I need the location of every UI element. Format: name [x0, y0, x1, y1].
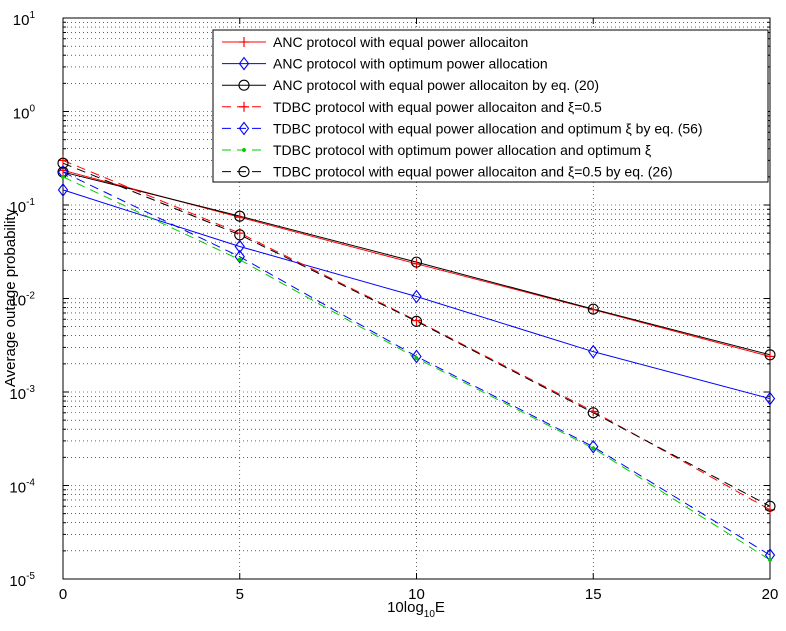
y-tick-base: 10: [13, 12, 30, 29]
y-tick-label: 10-3: [9, 384, 35, 403]
y-tick-exponent: -5: [26, 571, 35, 582]
y-tick-base: 10: [9, 573, 26, 590]
legend-marker-6: [241, 147, 247, 153]
y-tick-label: 10-1: [9, 197, 35, 216]
series-4-point: [411, 315, 422, 326]
series-line-4: [62, 159, 771, 511]
grid: [63, 18, 770, 579]
series-line-2: [62, 189, 771, 400]
series-2-point: [57, 182, 69, 197]
series-1-point: [234, 212, 245, 223]
legend-entry-2: ANC protocol with optimum power allocati…: [273, 56, 548, 72]
x-tick-label: 10: [408, 586, 425, 603]
y-tick-exponent: -2: [26, 291, 35, 302]
legend-entry-4: TDBC protocol with equal power allocaito…: [273, 99, 602, 115]
legend-marker-1: [239, 37, 249, 47]
series-6-point: [767, 557, 773, 562]
series-2-point: [588, 344, 599, 359]
y-tick-exponent: -4: [26, 478, 35, 489]
legend-marker-5: [238, 121, 250, 136]
y-tick-base: 10: [9, 199, 26, 216]
legend-marker-7: [238, 166, 250, 178]
x-tick-label: 20: [762, 586, 779, 603]
series-3-point: [234, 210, 246, 222]
series-2-point: [234, 239, 245, 254]
legend-marker-3: [238, 79, 250, 91]
y-tick-exponent: 0: [29, 104, 35, 115]
x-axis-label: 10log10E: [387, 599, 445, 620]
series-5-point: [411, 349, 422, 364]
series-5-point: [234, 249, 245, 264]
legend-entry-3: ANC protocol with equal power allocaiton…: [273, 77, 599, 93]
series-3-point: [587, 303, 599, 315]
x-tick-label: 15: [585, 586, 602, 603]
y-tick-base: 10: [9, 293, 26, 310]
legend-entry-5: TDBC protocol with equal power allocatio…: [273, 120, 703, 136]
y-tick-label: 10-2: [9, 291, 35, 310]
y-tick-exponent: -1: [26, 197, 35, 208]
series-2-point: [764, 391, 776, 406]
series-3-point: [410, 256, 423, 268]
y-axis-label: Average outage probability: [2, 208, 19, 387]
series-7-point: [764, 500, 776, 512]
legend-marker-2: [238, 56, 250, 71]
y-tick-label: 10-5: [9, 571, 35, 590]
legend-entry-7: TDBC protocol with equal power allocaito…: [273, 164, 673, 180]
y-tick-label: 101: [13, 10, 36, 29]
series-7-point: [57, 157, 69, 169]
y-tick-base: 10: [9, 480, 26, 497]
y-tick-exponent: 1: [29, 10, 35, 21]
legend: ANC protocol with equal power allocaiton…: [212, 29, 769, 183]
series-5-point: [588, 439, 599, 454]
series-7-point: [410, 315, 423, 327]
y-tick-exponent: -3: [26, 384, 35, 395]
y-tick-base: 10: [13, 106, 30, 123]
series-2-point: [411, 289, 422, 304]
series-6-point: [591, 446, 596, 451]
y-tick-label: 100: [13, 104, 36, 123]
series-4-point: [58, 155, 68, 166]
series-markers: [57, 155, 776, 563]
series-line-7: [62, 162, 771, 507]
legend-marker-4: [239, 101, 249, 112]
series-7-point: [587, 407, 599, 419]
series-3-point: [764, 349, 776, 361]
x-tick-label: 5: [236, 586, 244, 603]
legend-entry-6: TDBC protocol with optimum power allocat…: [273, 142, 651, 158]
series-6-point: [60, 174, 66, 179]
y-tick-label: 10-4: [9, 478, 35, 497]
series-6-point: [414, 356, 419, 361]
y-tick-base: 10: [9, 386, 26, 403]
x-tick-label: 0: [59, 586, 67, 603]
legend-box: [212, 29, 769, 183]
series-6-point: [237, 257, 242, 262]
legend-entry-1: ANC protocol with equal power allocaiton: [273, 34, 528, 50]
series-1-point: [588, 304, 599, 315]
series-7-point: [234, 229, 246, 241]
